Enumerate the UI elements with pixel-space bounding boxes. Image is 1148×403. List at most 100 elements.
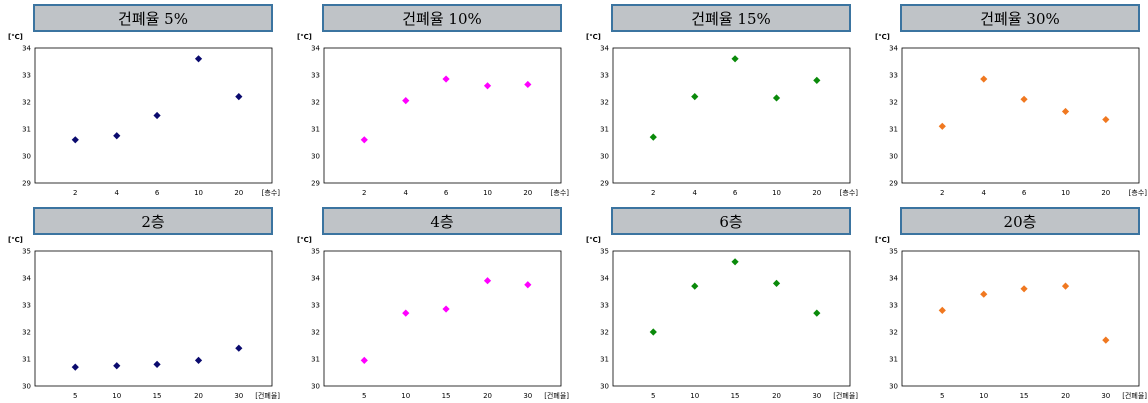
chart-title: 2층	[33, 207, 273, 235]
x-tick-label: 10	[979, 392, 988, 400]
chart-title: 건폐율 15%	[611, 4, 851, 32]
data-point	[1102, 336, 1110, 344]
chart-panel: 6층 [℃] 30 31 32 33 34 35 5 10 15 20 30 [건폐율]	[578, 203, 865, 403]
x-tick-label: 20	[483, 392, 492, 400]
data-point	[1102, 115, 1110, 124]
y-unit-label: [℃]	[586, 33, 601, 41]
x-unit-label: [층수]	[840, 188, 859, 197]
data-point	[731, 55, 739, 63]
chart-svg: 29 30 31 32 33 34 2 4 6 10 20 [층수]	[22, 45, 280, 198]
chart-title: 6층	[611, 207, 851, 235]
y-tick-label: 29	[22, 180, 31, 188]
x-tick-label: 20	[523, 189, 532, 197]
y-tick-label: 32	[311, 99, 320, 107]
x-tick-label: 20	[1061, 392, 1070, 400]
chart-panel: 4층 [℃] 30 31 32 33 34 35 5 10 15 20 30 [건폐율]	[289, 203, 576, 403]
x-tick-label: 2	[362, 189, 366, 197]
x-tick-label: 20	[1101, 189, 1110, 197]
y-tick-label: 33	[889, 302, 898, 310]
x-tick-label: 15	[731, 392, 740, 400]
x-unit-label: [건폐율]	[833, 391, 858, 400]
data-point	[113, 132, 121, 140]
data-point	[731, 258, 739, 266]
x-tick-label: 10	[1061, 189, 1070, 197]
x-tick-label: 2	[651, 189, 655, 197]
x-tick-label: 10	[483, 189, 492, 197]
y-tick-label: 34	[311, 275, 320, 283]
chart-title: 20층	[900, 207, 1140, 235]
y-tick-label: 30	[311, 153, 320, 161]
data-point	[691, 93, 699, 101]
data-point	[194, 55, 203, 63]
chart-svg: 30 31 32 33 34 35 5 10 15 20 30 [건폐율]	[889, 248, 1147, 401]
y-tick-label: 32	[22, 329, 31, 337]
x-tick-label: 15	[153, 392, 162, 400]
x-tick-label: 5	[940, 392, 944, 400]
chart-title: 건폐율 5%	[33, 4, 273, 32]
y-tick-label: 31	[22, 356, 31, 364]
y-tick-label: 33	[22, 72, 31, 80]
y-unit-label: [℃]	[8, 236, 23, 244]
y-tick-label: 30	[889, 383, 898, 391]
x-tick-label: 4	[115, 189, 120, 197]
data-point	[153, 111, 161, 120]
y-tick-label: 30	[22, 383, 31, 391]
x-tick-label: 4	[982, 189, 987, 197]
y-tick-label: 30	[600, 383, 609, 391]
y-tick-label: 33	[889, 72, 898, 80]
y-unit-label: [℃]	[586, 236, 601, 244]
x-tick-label: 15	[1020, 392, 1029, 400]
chart-svg: 30 31 32 33 34 35 5 10 15 20 30 [건폐율]	[600, 248, 858, 401]
y-tick-label: 30	[311, 383, 320, 391]
y-tick-label: 35	[600, 248, 609, 256]
data-point	[442, 75, 450, 83]
y-tick-label: 31	[22, 126, 31, 134]
x-tick-label: 20	[194, 392, 203, 400]
plot-area	[612, 47, 851, 184]
data-point	[235, 93, 243, 101]
chart-svg: 30 31 32 33 34 35 5 10 15 20 30 [건폐율]	[311, 248, 569, 401]
x-tick-label: 15	[442, 392, 451, 400]
y-tick-label: 30	[22, 153, 31, 161]
x-unit-label: [층수]	[551, 188, 570, 197]
y-unit-label: [℃]	[297, 236, 312, 244]
chart-panel: 건폐율 5% [℃] 29 30 31 32 33 34 2 4 6 10 20 [층수]	[0, 0, 287, 200]
y-tick-label: 33	[311, 302, 320, 310]
data-point	[402, 97, 410, 105]
y-tick-label: 31	[600, 356, 609, 364]
chart-svg: 29 30 31 32 33 34 2 4 6 10 20 [층수]	[600, 45, 859, 198]
x-tick-label: 2	[940, 189, 944, 197]
x-tick-label: 30	[812, 392, 821, 400]
plot-area	[612, 250, 851, 387]
chart-panel: 건폐율 15% [℃] 29 30 31 32 33 34 2 4 6 10 20 [층수]	[578, 0, 865, 200]
x-unit-label: [건폐율]	[255, 391, 280, 400]
y-tick-label: 31	[311, 126, 320, 134]
y-tick-label: 31	[311, 356, 320, 364]
chart-panel: 20층 [℃] 30 31 32 33 34 35 5 10 15 20 30 [건폐율]	[867, 203, 1148, 403]
y-tick-label: 32	[889, 99, 898, 107]
x-unit-label: [층수]	[1129, 188, 1148, 197]
chart-title: 건폐율 30%	[900, 4, 1140, 32]
chart-svg: 29 30 31 32 33 34 2 4 6 10 20 [층수]	[311, 45, 570, 198]
y-unit-label: [℃]	[875, 33, 890, 41]
data-point	[1061, 282, 1070, 290]
chart-panel: 2층 [℃] 30 31 32 33 34 35 5 10 15 20 30 [건폐율]	[0, 203, 287, 403]
y-tick-label: 33	[600, 302, 609, 310]
chart-svg: 29 30 31 32 33 34 2 4 6 10 20 [층수]	[889, 45, 1148, 198]
data-point	[1020, 95, 1028, 103]
chart-title: 4층	[322, 207, 562, 235]
data-point	[524, 281, 532, 289]
chart-svg: 30 31 32 33 34 35 5 10 15 20 30 [건폐율]	[22, 248, 280, 401]
y-tick-label: 35	[22, 248, 31, 256]
x-tick-label: 10	[194, 189, 203, 197]
y-tick-label: 34	[22, 275, 31, 283]
y-tick-label: 32	[600, 99, 609, 107]
y-unit-label: [℃]	[8, 33, 23, 41]
x-tick-label: 6	[733, 189, 738, 197]
x-tick-label: 20	[812, 189, 821, 197]
x-unit-label: [건폐율]	[1122, 391, 1147, 400]
data-point	[1020, 285, 1028, 293]
data-point	[113, 362, 121, 370]
y-tick-label: 31	[889, 126, 898, 134]
y-tick-label: 33	[311, 72, 320, 80]
